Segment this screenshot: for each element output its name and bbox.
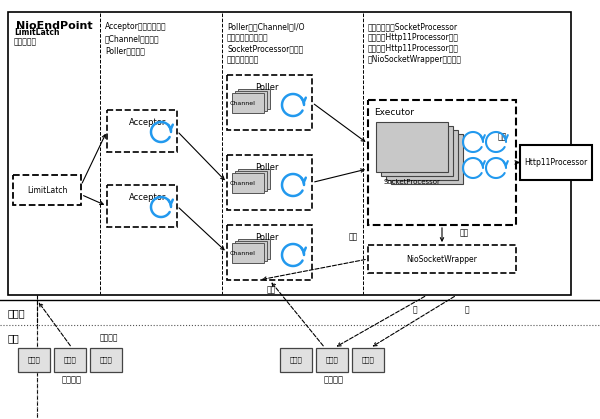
Text: Acceptor: Acceptor	[129, 117, 166, 127]
Bar	[235, 91, 267, 111]
Text: Acceptor监听连接请求: Acceptor监听连接请求	[105, 22, 167, 31]
Text: Poller: Poller	[255, 83, 278, 92]
Bar	[227, 75, 312, 130]
Bar	[368, 245, 516, 273]
Text: 连接请求: 连接请求	[100, 333, 119, 342]
Text: 写: 写	[464, 305, 469, 315]
Text: 持有: 持有	[460, 228, 469, 238]
Text: Poller: Poller	[255, 163, 278, 172]
Text: 查询: 查询	[267, 285, 276, 295]
Bar	[18, 348, 50, 372]
Bar	[520, 145, 592, 180]
Text: SocketProcessor: SocketProcessor	[383, 179, 440, 185]
Bar	[368, 100, 516, 225]
Text: 数据包: 数据包	[362, 357, 374, 363]
Text: 数据包: 数据包	[326, 357, 338, 363]
Text: 数据包: 数据包	[290, 357, 302, 363]
Text: 时会调用Http11Processor去处: 时会调用Http11Processor去处	[368, 33, 459, 42]
Bar	[352, 348, 384, 372]
Bar	[227, 155, 312, 210]
Text: NioSocketWrapper: NioSocketWrapper	[407, 254, 478, 264]
Bar	[238, 239, 270, 259]
Bar	[235, 171, 267, 191]
Text: Poller中的一个: Poller中的一个	[105, 46, 145, 55]
Text: Executor: Executor	[374, 108, 414, 117]
Text: Channel: Channel	[230, 101, 256, 106]
Text: 线程池在执行SocketProcessor: 线程池在执行SocketProcessor	[368, 22, 458, 31]
Text: NioEndPoint: NioEndPoint	[16, 21, 92, 31]
Text: 持有: 持有	[349, 233, 358, 241]
Text: Acceptor: Acceptor	[129, 192, 166, 202]
Bar	[391, 134, 463, 184]
Bar	[232, 93, 264, 113]
Text: Poller检测Channel的I/O: Poller检测Channel的I/O	[227, 22, 305, 31]
Text: 数据包: 数据包	[28, 357, 40, 363]
Text: 发送队列: 发送队列	[324, 375, 344, 385]
Text: 理请求，Http11Processor会通: 理请求，Http11Processor会通	[368, 44, 459, 53]
Bar	[8, 12, 571, 295]
Text: LimitLatch: LimitLatch	[14, 28, 59, 37]
Text: LimitLatch: LimitLatch	[27, 186, 67, 194]
Bar	[376, 122, 448, 172]
Bar	[316, 348, 348, 372]
Bar	[107, 185, 177, 227]
Bar	[238, 169, 270, 189]
Text: Poller: Poller	[255, 233, 278, 242]
Bar	[54, 348, 86, 372]
Bar	[235, 241, 267, 261]
Text: 应用层: 应用层	[8, 308, 26, 318]
Bar	[381, 126, 453, 176]
Bar	[227, 225, 312, 280]
Bar	[280, 348, 312, 372]
Text: 限制连接数: 限制连接数	[14, 37, 37, 46]
Text: 读: 读	[413, 305, 418, 315]
Text: Channel: Channel	[230, 181, 256, 186]
Text: 读写: 读写	[497, 132, 506, 142]
Text: 接收队列: 接收队列	[62, 375, 82, 385]
Bar	[386, 130, 458, 180]
Text: Channel: Channel	[230, 251, 256, 256]
Bar	[107, 110, 177, 152]
Text: 数据包: 数据包	[100, 357, 112, 363]
Bar	[232, 243, 264, 263]
Text: 将Channel交给若干: 将Channel交给若干	[105, 34, 160, 43]
Bar	[238, 89, 270, 109]
Text: SocketProcessor任务类: SocketProcessor任务类	[227, 44, 303, 53]
Text: 数据包: 数据包	[64, 357, 76, 363]
Text: 内核: 内核	[8, 333, 20, 343]
Text: Http11Processor: Http11Processor	[524, 158, 587, 167]
Text: 事件，可读时，创建: 事件，可读时，创建	[227, 33, 269, 42]
Bar	[13, 175, 81, 205]
Text: 过NioSocketWrapper读写数据: 过NioSocketWrapper读写数据	[368, 55, 462, 64]
Text: 扑给线程池处理: 扑给线程池处理	[227, 55, 259, 64]
Bar	[90, 348, 122, 372]
Bar	[232, 173, 264, 193]
